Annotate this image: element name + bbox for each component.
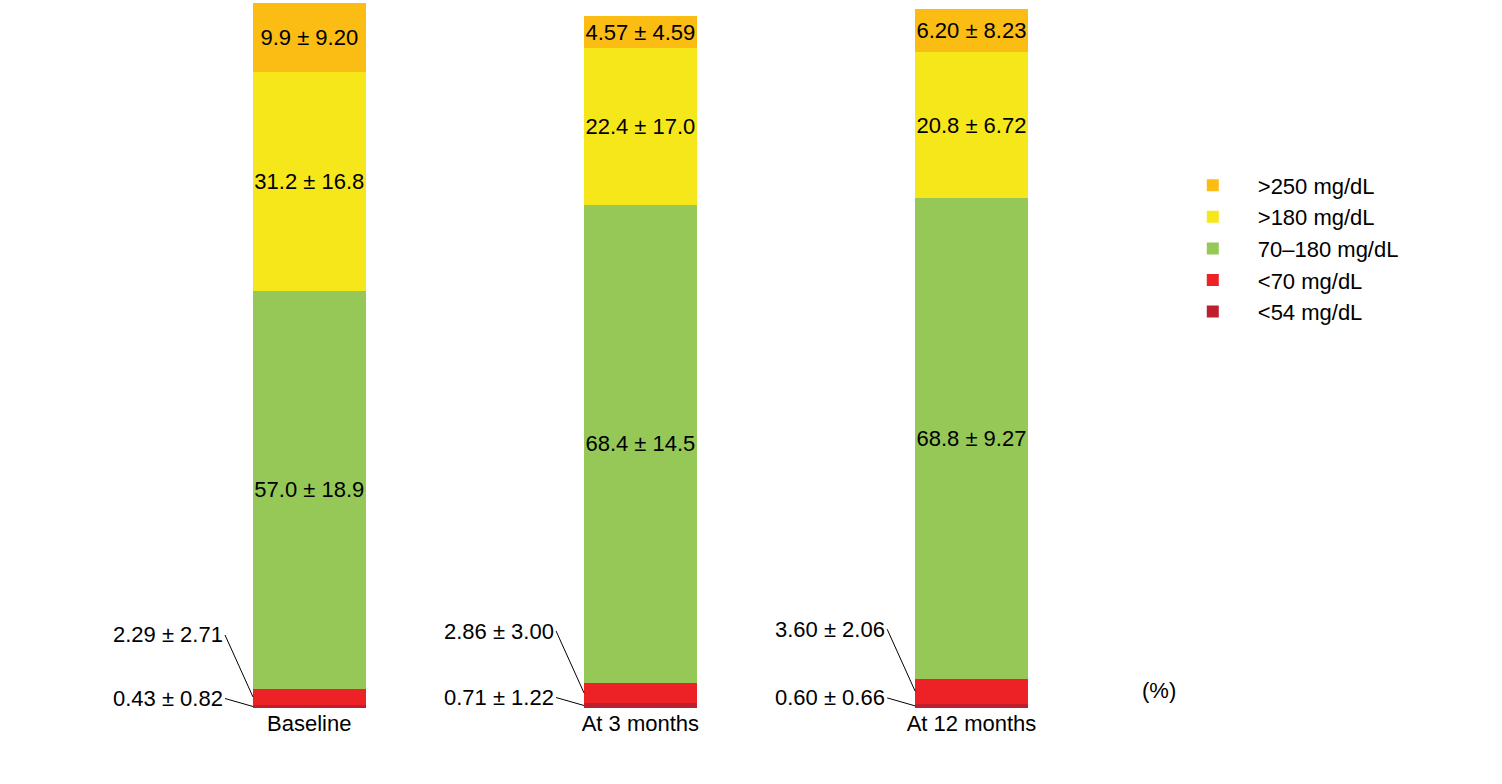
svg-text:<54 mg/dL: <54 mg/dL — [1258, 300, 1363, 325]
svg-text:2.29 ± 2.71: 2.29 ± 2.71 — [113, 622, 223, 647]
svg-text:4.57 ± 4.59: 4.57 ± 4.59 — [585, 20, 695, 45]
svg-text:2.86 ± 3.00: 2.86 ± 3.00 — [444, 619, 554, 644]
svg-text:6.20 ± 8.23: 6.20 ± 8.23 — [916, 18, 1026, 43]
svg-text:0.71 ± 1.22: 0.71 ± 1.22 — [444, 685, 554, 710]
svg-text:>180 mg/dL: >180 mg/dL — [1258, 205, 1375, 230]
svg-text:9.9 ± 9.20: 9.9 ± 9.20 — [260, 25, 358, 50]
svg-text:3.60 ± 2.06: 3.60 ± 2.06 — [775, 617, 885, 642]
svg-text:At 12 months: At 12 months — [907, 711, 1037, 736]
svg-text:>250 mg/dL: >250 mg/dL — [1258, 174, 1375, 199]
svg-text:0.43 ± 0.82: 0.43 ± 0.82 — [113, 686, 223, 711]
svg-text:(%): (%) — [1142, 678, 1176, 703]
svg-text:31.2 ± 16.8: 31.2 ± 16.8 — [254, 169, 364, 194]
svg-text:57.0 ± 18.9: 57.0 ± 18.9 — [254, 477, 364, 502]
svg-text:0.60 ± 0.66: 0.60 ± 0.66 — [775, 685, 885, 710]
svg-text:Baseline: Baseline — [267, 711, 351, 736]
svg-text:68.8 ± 9.27: 68.8 ± 9.27 — [916, 426, 1026, 451]
svg-text:68.4 ± 14.5: 68.4 ± 14.5 — [585, 431, 695, 456]
svg-text:<70 mg/dL: <70 mg/dL — [1258, 269, 1363, 294]
svg-text:22.4 ± 17.0: 22.4 ± 17.0 — [585, 114, 695, 139]
svg-text:At 3 months: At 3 months — [582, 711, 699, 736]
svg-text:20.8 ± 6.72: 20.8 ± 6.72 — [916, 113, 1026, 138]
svg-text:70–180 mg/dL: 70–180 mg/dL — [1258, 237, 1399, 262]
